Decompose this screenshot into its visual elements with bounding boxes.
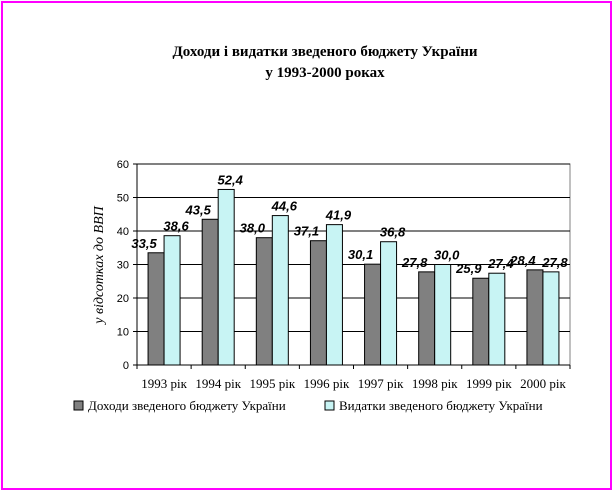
legend-swatch-income <box>73 400 84 411</box>
bar-income <box>309 240 327 366</box>
data-label: 36,8 <box>380 225 406 240</box>
x-tick-label: 1999 рік <box>466 376 512 391</box>
x-tick-label: 1997 рік <box>358 376 404 391</box>
data-label: 38,0 <box>240 221 266 236</box>
y-tick-label: 0 <box>123 360 129 372</box>
bar-expense <box>542 271 560 366</box>
bar-expense <box>380 241 398 366</box>
y-tick-label: 20 <box>117 293 129 305</box>
chart-title-line1: Доходи і видатки зведеного бюджету Украї… <box>172 44 478 60</box>
data-label: 27,8 <box>401 255 428 270</box>
data-label: 27,8 <box>541 255 568 270</box>
legend-label-income: Доходи зведеного бюджету України <box>88 398 286 413</box>
data-label: 27,4 <box>487 256 514 271</box>
bar-income <box>255 237 273 366</box>
bar-expense <box>434 264 452 366</box>
y-axis-label: у відсотках до ВВП <box>92 205 107 325</box>
bar-income <box>418 271 436 366</box>
bar-income <box>201 218 219 366</box>
x-tick-label: 2000 рік <box>520 376 566 391</box>
data-label: 43,5 <box>185 202 212 217</box>
bar-income <box>147 252 165 366</box>
data-label: 37,1 <box>294 224 319 239</box>
bar-expense <box>163 235 181 366</box>
data-label: 52,4 <box>218 172 244 187</box>
x-tick-label: 1993 рік <box>141 376 187 391</box>
data-label: 25,9 <box>455 261 482 276</box>
y-tick-label: 10 <box>117 327 129 339</box>
x-tick-label: 1998 рік <box>412 376 458 391</box>
x-tick-label: 1994 рік <box>195 376 241 391</box>
data-label: 41,9 <box>325 208 352 223</box>
data-label: 44,6 <box>271 199 298 214</box>
x-tick-label: 1995 рік <box>249 376 295 391</box>
chart-title-line2: у 1993-2000 роках <box>265 65 385 81</box>
bar-income <box>364 263 382 366</box>
bar-income <box>526 269 544 366</box>
data-label: 38,6 <box>163 219 189 234</box>
bar-income <box>472 277 490 366</box>
data-label: 30,0 <box>434 248 460 263</box>
chart-title: Доходи і видатки зведеного бюджету Украї… <box>0 42 613 84</box>
y-tick-label: 50 <box>117 193 129 205</box>
y-tick-label: 60 <box>117 159 129 171</box>
legend-swatch-expense <box>324 400 335 411</box>
legend-label-expense: Видатки зведеного бюджету України <box>339 398 543 413</box>
data-label: 33,5 <box>131 236 157 251</box>
bar-expense <box>325 224 343 366</box>
y-tick-label: 30 <box>117 260 129 272</box>
data-label: 30,1 <box>348 247 373 262</box>
x-tick-label: 1996 рік <box>304 376 350 391</box>
bar-expense <box>488 272 506 366</box>
data-label: 28,4 <box>509 253 536 268</box>
bar-expense <box>271 215 289 366</box>
bar-expense <box>217 188 235 366</box>
y-tick-label: 40 <box>117 226 129 238</box>
